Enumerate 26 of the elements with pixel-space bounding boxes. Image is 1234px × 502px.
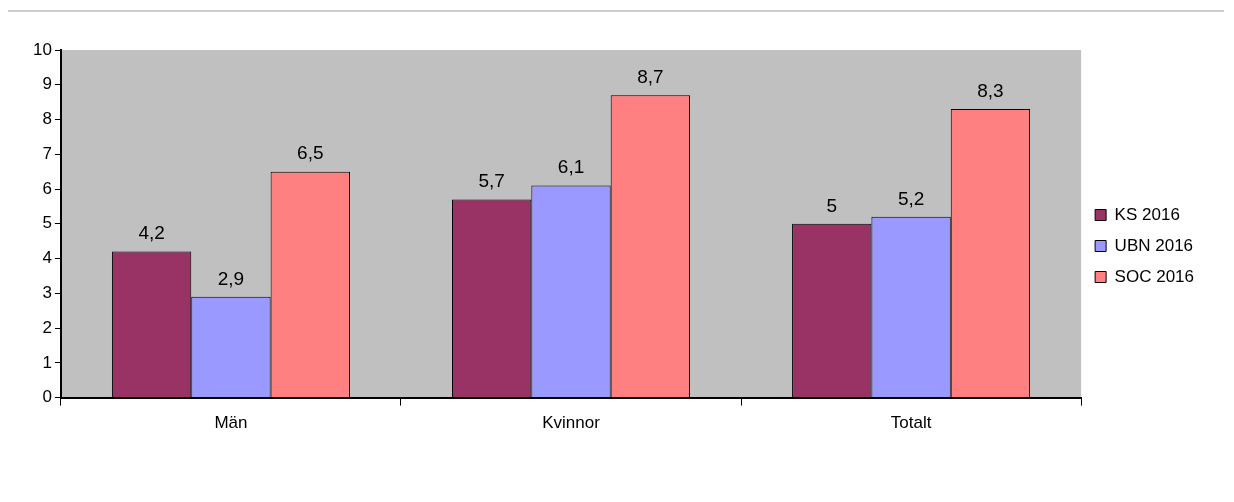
y-tick-label: 4: [42, 248, 52, 268]
data-label: 8,3: [977, 79, 1004, 101]
y-tick-label: 7: [42, 143, 52, 163]
data-label: 8,7: [637, 65, 664, 87]
x-tick-label: Kvinnor: [542, 413, 601, 433]
data-label: 6,1: [557, 156, 585, 178]
data-label: 5,2: [897, 187, 925, 209]
y-tick-label: 0: [42, 387, 52, 407]
data-label: 5: [826, 194, 838, 216]
x-tick-label: Män: [214, 413, 248, 433]
y-tick-label: 10: [32, 39, 52, 59]
y-tick-label: 3: [42, 283, 52, 303]
y-tick-label: 6: [42, 178, 52, 198]
data-label: 2,9: [217, 267, 245, 289]
legend-label: KS 2016: [1114, 204, 1180, 224]
y-tick-label: 2: [42, 317, 52, 337]
y-tick-label: 5: [42, 213, 52, 233]
data-label: 5,7: [478, 170, 505, 192]
y-tick-label: 9: [42, 74, 52, 94]
legend-label: SOC 2016: [1114, 266, 1195, 286]
y-tick-label: 8: [42, 109, 52, 129]
legend-label: UBN 2016: [1114, 235, 1194, 255]
x-tick-label: Totalt: [890, 413, 932, 433]
data-label: 4,2: [138, 222, 165, 244]
y-tick-label: 1: [42, 352, 52, 372]
data-label: 6,5: [297, 142, 324, 164]
